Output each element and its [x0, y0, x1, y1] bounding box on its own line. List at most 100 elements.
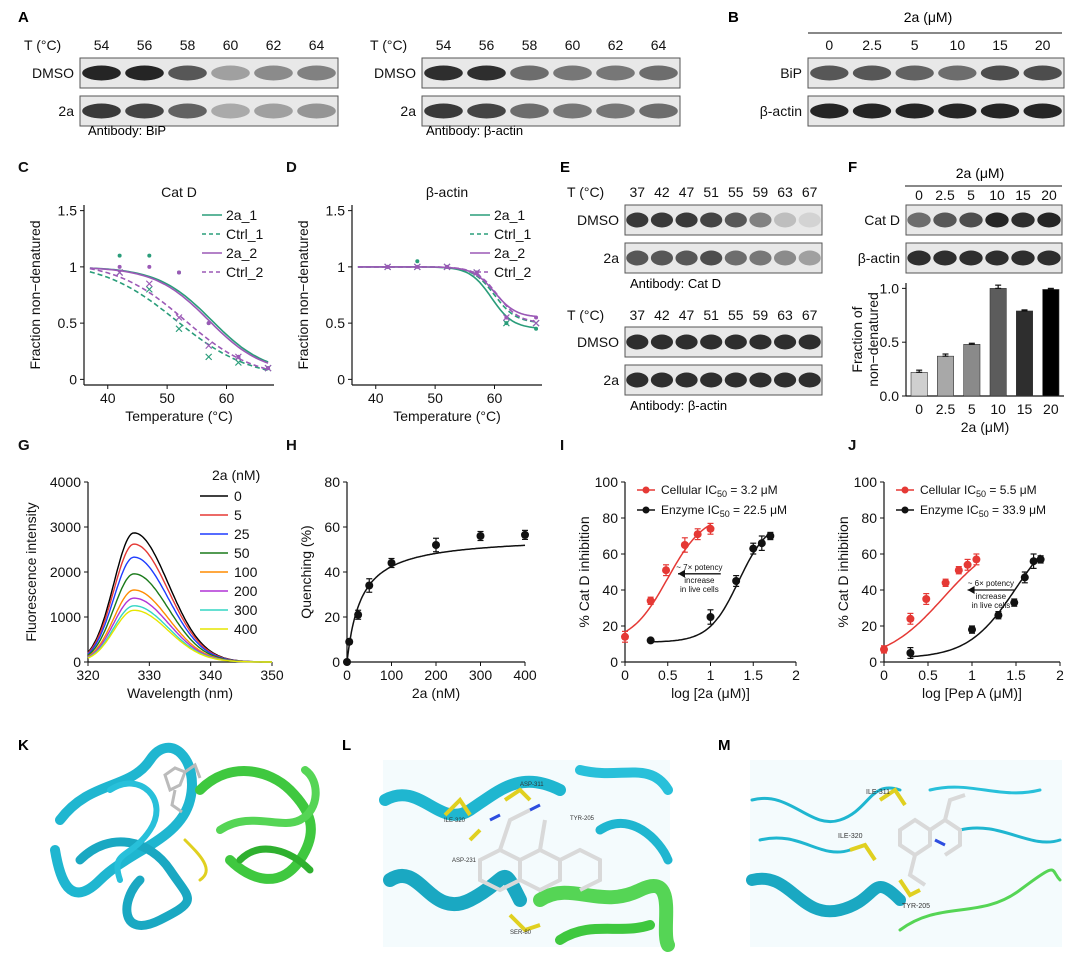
H-panel-letter: H	[286, 437, 297, 454]
Fbar-bar-5	[1042, 289, 1060, 397]
blotE1-strip-0	[624, 204, 823, 236]
D-ytick-label-2: 1	[337, 259, 345, 275]
Fbar-ylabel-line2: non−denatured	[865, 292, 881, 387]
H-ytick-label-2: 40	[324, 564, 340, 580]
blotA2-strip-0-frame	[421, 57, 681, 89]
blotA1-col-4: 62	[266, 37, 282, 53]
Fbar-bar-3	[989, 288, 1007, 397]
H-ytick-label-3: 60	[324, 519, 340, 535]
panel-letter-L: L	[342, 737, 351, 754]
J-series-1-point-1	[968, 625, 976, 634]
H-point-2	[354, 610, 363, 619]
J-ytick-label-1: 20	[861, 618, 877, 634]
D-ylabel: Fraction non−denatured	[295, 220, 311, 369]
Fbar-xtick-label-3: 10	[990, 401, 1006, 417]
blotE1-strip-0-band-2	[675, 212, 698, 228]
panel-letter-K: K	[18, 737, 29, 754]
H-point-0	[343, 658, 351, 666]
J-annotation-arrowhead	[967, 586, 975, 594]
blotB-col-0: 0	[825, 37, 833, 53]
J-annotation-line-2: in live cells	[972, 601, 1011, 610]
J-xtick-label-3: 1.5	[1006, 667, 1026, 683]
G-xtick-label-0: 320	[76, 667, 100, 683]
blotE1-header-label: T (°C)	[567, 184, 604, 200]
blotE2-col-4: 55	[728, 307, 744, 323]
Fbar-xtick-label-0: 0	[915, 401, 923, 417]
panel-letter-B: B	[728, 9, 739, 26]
blotB-strip-1	[807, 95, 1065, 127]
blotF-row-label-0: Cat D	[864, 212, 900, 228]
I-series-0-point-5	[706, 524, 715, 533]
blotF-col-5: 20	[1041, 187, 1057, 203]
blotE1-col-4: 55	[728, 184, 744, 200]
D-xtick-label-1: 50	[427, 390, 443, 406]
blotB-strip-0-band-2	[895, 65, 934, 81]
I-series-1-point-3	[749, 544, 758, 553]
G-series-7-curve	[87, 609, 272, 663]
chart-C-catd-cetsa: 40 50 60 0 0.5 1 1.5 Temperature (°C) Fraction n…	[18, 159, 274, 424]
dose-header-F: 2a (μM)	[956, 165, 1005, 181]
G-xlabel: Wavelength (nm)	[127, 685, 233, 701]
G-legend-label-5: 200	[234, 583, 258, 599]
Fbar-ytick-label-2: 1.0	[880, 280, 900, 296]
blotE2-strip-1-band-0	[626, 372, 649, 388]
blotE2-header-label: T (°C)	[567, 307, 604, 323]
blotE2-strip-0-band-1	[650, 334, 674, 350]
blotA2-strip-0-band-5	[639, 65, 678, 81]
blotE1-col-2: 47	[679, 184, 695, 200]
chart-D-actin-cetsa: 40 50 60 0 0.5 1 1.5 Temperature (°C) Fraction n…	[286, 159, 542, 424]
J-series-0-point-2	[922, 595, 931, 603]
blotF-strip-0-band-2	[959, 212, 983, 228]
H-xtick-label-4: 400	[513, 667, 537, 683]
blotE2-col-6: 63	[777, 307, 793, 323]
blotF-strip-1-band-4	[1011, 250, 1035, 266]
I-legend-label-0-sub: 50	[717, 489, 727, 499]
western-blot-E-actin: T (°C) 37 42 47 51 55 59 63 67 DMSO 2a	[567, 307, 823, 396]
Fbar-xtick-label-1: 2.5	[936, 401, 956, 417]
blotA2-strip-0-band-2	[510, 65, 549, 81]
C-series-3-point-0	[116, 269, 124, 276]
C-series-2-curve	[89, 267, 269, 364]
blotE2-strip-1-band-2	[675, 372, 698, 388]
I-series-1-point-4	[757, 539, 766, 548]
J-series-0-point-6	[972, 555, 981, 564]
I-legend-label-1-suffix: = 22.5 μM	[730, 503, 787, 517]
blotE1-row-label-1: 2a	[603, 250, 619, 266]
residue-label-M-0: ILE-311	[866, 789, 890, 796]
blotE1-strip-0-band-0	[626, 212, 649, 228]
J-series-0-point-3	[941, 578, 950, 587]
I-annotation-arrowhead	[678, 569, 686, 578]
blotA2-row-label-0: DMSO	[374, 65, 416, 81]
blotA1-col-3: 60	[223, 37, 239, 53]
blotB-strip-1-band-5	[1023, 103, 1062, 119]
J-legend-label-1: Enzyme IC50 = 33.9 μM	[920, 503, 1046, 519]
blotE1-strip-0-band-3	[700, 212, 723, 228]
C-series-3-point-2	[175, 314, 183, 321]
J-xlabel: log [Pep A (μM)]	[922, 685, 1022, 701]
blotA2-strip-0	[421, 57, 681, 89]
I-series-0-point-0	[621, 632, 629, 641]
blotB-col-2: 5	[911, 37, 919, 53]
blotE2-strip-0	[624, 326, 823, 358]
blotA2-strip-1-band-2	[510, 103, 549, 119]
C-ytick-label-1: 0.5	[58, 315, 78, 331]
blotA1-strip-0-band-1	[125, 65, 164, 81]
blotE1-strip-1-band-0	[626, 250, 649, 266]
J-series-1-point-3	[1010, 598, 1019, 607]
blotB-strip-1-band-2	[895, 103, 934, 119]
D-xlabel: Temperature (°C)	[393, 408, 501, 424]
blotA2-strip-1-band-4	[596, 103, 635, 119]
J-legend-marker-0	[901, 486, 909, 494]
H-xtick-label-2: 200	[424, 667, 448, 683]
blotE2-col-5: 59	[753, 307, 769, 323]
I-series-1-point-0	[646, 636, 655, 645]
blotE2-strip-1-band-4	[724, 372, 747, 388]
western-blot-F: 0 2.5 5 10 15 20 Cat D β-actin	[858, 187, 1063, 274]
blotE2-strip-1-band-6	[773, 372, 797, 388]
blotE1-col-6: 63	[777, 184, 793, 200]
D-legend-label-1: Ctrl_1	[494, 226, 532, 242]
H-ylabel: Quenching (%)	[298, 525, 314, 618]
blotA1-strip-1-band-4	[254, 103, 293, 119]
C-ytick-label-0: 0	[69, 371, 77, 387]
